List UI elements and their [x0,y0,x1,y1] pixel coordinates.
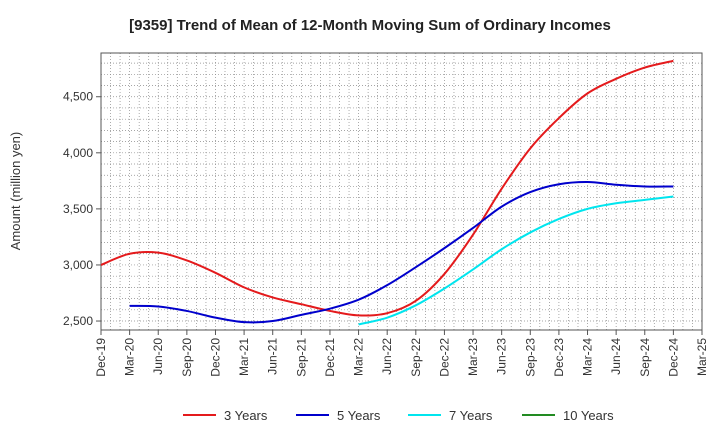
y-tick-label: 2,500 [63,314,93,328]
x-tick-label: Mar-25 [695,338,709,376]
x-tick-label: Jun-22 [380,338,394,375]
y-tick-label: 4,500 [63,90,93,104]
x-tick-label: Sep-21 [294,338,308,377]
x-tick-label: Dec-23 [552,338,566,377]
chart-title: [9359] Trend of Mean of 12-Month Moving … [129,17,611,34]
x-tick-label: Jun-20 [151,338,165,375]
x-tick-label: Mar-20 [123,338,137,376]
x-tick-label: Mar-24 [581,338,595,376]
series-line-5-years [129,180,674,324]
x-tick-label: Sep-22 [409,338,423,377]
x-tick-label: Sep-23 [523,338,537,377]
y-tick-label: 4,000 [63,146,93,160]
legend-label: 10 Years [563,408,614,423]
legend-label: 7 Years [449,408,493,423]
series-line-3-years [100,59,674,317]
x-tick-label: Mar-21 [237,338,251,376]
x-tick-label: Mar-22 [352,338,366,376]
legend-item-3-years: 3 Years [183,408,268,423]
x-axis: Dec-19 Mar-20 Jun-20 Sep-20 Dec-20 Mar-21 Jun-… [94,330,709,377]
plot-frame [100,52,703,331]
grid [100,53,703,330]
x-tick-label: Dec-20 [208,338,222,377]
legend: 3 Years 5 Years 7 Years 10 Years [183,408,614,423]
y-tick-label: 3,000 [63,258,93,272]
x-tick-label: Jun-24 [609,338,623,375]
y-tick-label: 3,500 [63,202,93,216]
x-tick-label: Jun-23 [495,338,509,375]
x-tick-label: Sep-20 [180,338,194,377]
legend-item-5-years: 5 Years [296,408,381,423]
legend-label: 5 Years [337,408,381,423]
x-tick-label: Dec-22 [437,338,451,377]
x-tick-label: Mar-23 [466,338,480,376]
legend-item-7-years: 7 Years [408,408,493,423]
series-lines [100,59,674,326]
y-axis: 2,500 3,000 3,500 4,000 4,500 [63,90,101,328]
y-axis-label: Amount (million yen) [8,132,23,251]
legend-label: 3 Years [224,408,268,423]
x-tick-label: Sep-24 [638,338,652,377]
legend-item-10-years: 10 Years [522,408,614,423]
x-tick-label: Jun-21 [266,338,280,375]
x-tick-label: Dec-24 [666,338,680,377]
series-line-7-years [358,195,674,326]
x-tick-label: Dec-21 [323,338,337,377]
x-tick-label: Dec-19 [94,338,108,377]
